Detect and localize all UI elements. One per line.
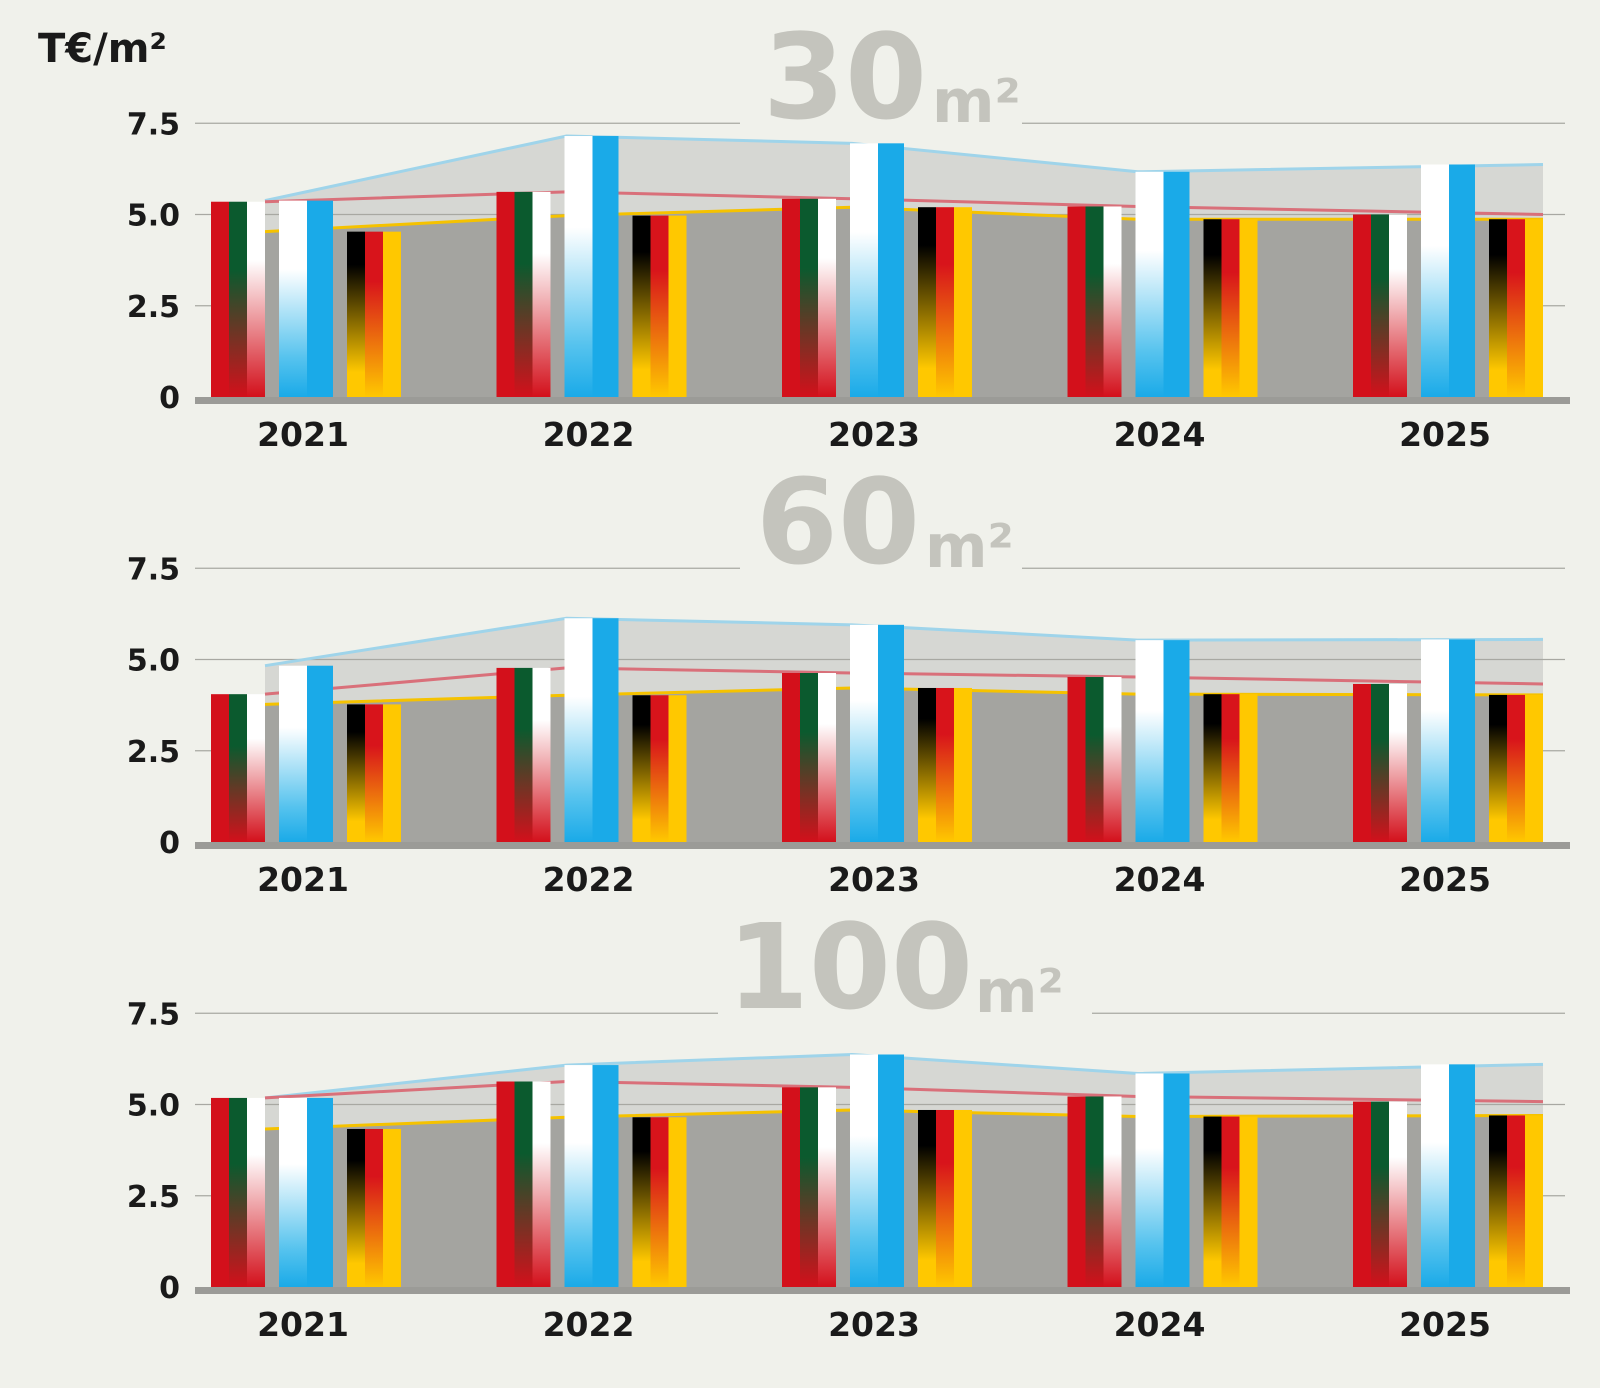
bar-germany-2021 — [347, 704, 401, 842]
panel-title-unit: m² — [975, 957, 1064, 1027]
bar-argentina-2023 — [850, 143, 904, 397]
y-tick-label: 2.5 — [127, 290, 180, 325]
bar-italy-2024 — [1067, 677, 1122, 842]
bar-germany-2023 — [918, 207, 972, 397]
bar-germany-2021 — [347, 231, 401, 397]
bar-argentina-2025 — [1421, 164, 1475, 397]
x-tick-label-2023: 2023 — [828, 860, 920, 899]
y-tick-label: 7.5 — [127, 107, 180, 142]
panel-title-number: 100 — [727, 898, 973, 1036]
panel-title-number: 60 — [756, 453, 920, 591]
x-tick-label-2023: 2023 — [828, 1305, 920, 1344]
bar-argentina-2024 — [1135, 640, 1190, 842]
bar-argentina-2021 — [279, 1097, 333, 1287]
x-tick-label-2024: 2024 — [1114, 1305, 1206, 1344]
bar-argentina-2021 — [279, 200, 333, 397]
y-unit-label: T€/m² — [38, 26, 167, 72]
y-tick-label: 2.5 — [127, 1180, 180, 1215]
bar-italy-2024 — [1067, 206, 1122, 397]
bar-germany-2024 — [1203, 694, 1258, 842]
bar-argentina-2024 — [1135, 171, 1190, 397]
bar-germany-2023 — [918, 1109, 972, 1287]
bar-germany-2022 — [632, 695, 687, 842]
x-tick-label-2022: 2022 — [543, 1305, 635, 1344]
bar-italy-2023 — [782, 1087, 836, 1287]
x-tick-label-2024: 2024 — [1114, 860, 1206, 899]
x-axis — [195, 842, 1570, 849]
y-tick-label: 5.0 — [127, 644, 180, 679]
chart-panel-60: 2021 2022 2023 2024 2025 7.5 5.0 2.5 0 60 m² — [127, 453, 1570, 899]
x-tick-label-2022: 2022 — [543, 415, 635, 454]
panel-title-unit: m² — [932, 67, 1021, 137]
bar-italy-2021 — [211, 1097, 265, 1287]
panel-title-number: 30 — [763, 8, 927, 146]
x-axis — [195, 397, 1570, 404]
bar-italy-2025 — [1353, 1101, 1407, 1287]
bar-germany-2024 — [1203, 1116, 1258, 1287]
bar-argentina-2025 — [1421, 639, 1475, 842]
y-tick-label: 0 — [159, 381, 180, 416]
bar-argentina-2023 — [850, 624, 904, 842]
bar-germany-2025 — [1489, 1115, 1543, 1287]
bar-argentina-2023 — [850, 1054, 904, 1287]
x-tick-label-2021: 2021 — [257, 860, 349, 899]
bar-germany-2025 — [1489, 219, 1543, 397]
x-tick-label-2025: 2025 — [1399, 1305, 1491, 1344]
bar-germany-2022 — [632, 215, 687, 397]
y-tick-label: 5.0 — [127, 1089, 180, 1124]
bar-italy-2021 — [211, 694, 265, 842]
panel-title-unit: m² — [925, 512, 1014, 582]
bar-italy-2025 — [1353, 214, 1407, 397]
bar-argentina-2022 — [564, 1065, 619, 1287]
chart-panel-100: 2021 2022 2023 2024 2025 7.5 5.0 2.5 0 100 m² — [127, 898, 1570, 1344]
x-tick-label-2021: 2021 — [257, 1305, 349, 1344]
bar-italy-2022 — [496, 191, 551, 397]
x-tick-label-2021: 2021 — [257, 415, 349, 454]
bar-italy-2022 — [496, 1081, 551, 1287]
bar-argentina-2024 — [1135, 1073, 1190, 1287]
x-tick-label-2025: 2025 — [1399, 415, 1491, 454]
bar-argentina-2021 — [279, 665, 333, 842]
x-tick-label-2024: 2024 — [1114, 415, 1206, 454]
x-axis — [195, 1287, 1570, 1294]
bar-italy-2024 — [1067, 1096, 1122, 1287]
bar-germany-2023 — [918, 687, 972, 842]
x-tick-label-2025: 2025 — [1399, 860, 1491, 899]
y-tick-label: 5.0 — [127, 199, 180, 234]
bar-italy-2022 — [496, 667, 551, 842]
bar-argentina-2022 — [564, 136, 619, 397]
bar-germany-2024 — [1203, 219, 1258, 397]
bar-germany-2022 — [632, 1117, 687, 1287]
bar-italy-2021 — [211, 201, 265, 397]
x-tick-label-2023: 2023 — [828, 415, 920, 454]
y-tick-label: 7.5 — [127, 997, 180, 1032]
chart-panel-30: 2021 2022 2023 2024 2025 7.5 5.0 2.5 0 30 m² — [127, 8, 1570, 454]
y-tick-label: 0 — [159, 1271, 180, 1306]
y-tick-label: 7.5 — [127, 552, 180, 587]
bar-argentina-2022 — [564, 618, 619, 842]
x-tick-label-2022: 2022 — [543, 860, 635, 899]
bar-germany-2025 — [1489, 694, 1543, 842]
bar-italy-2025 — [1353, 683, 1407, 842]
bar-italy-2023 — [782, 198, 836, 397]
y-tick-label: 0 — [159, 826, 180, 861]
bar-germany-2021 — [347, 1128, 401, 1287]
bar-argentina-2025 — [1421, 1064, 1475, 1287]
y-tick-label: 2.5 — [127, 735, 180, 770]
bar-italy-2023 — [782, 673, 836, 842]
